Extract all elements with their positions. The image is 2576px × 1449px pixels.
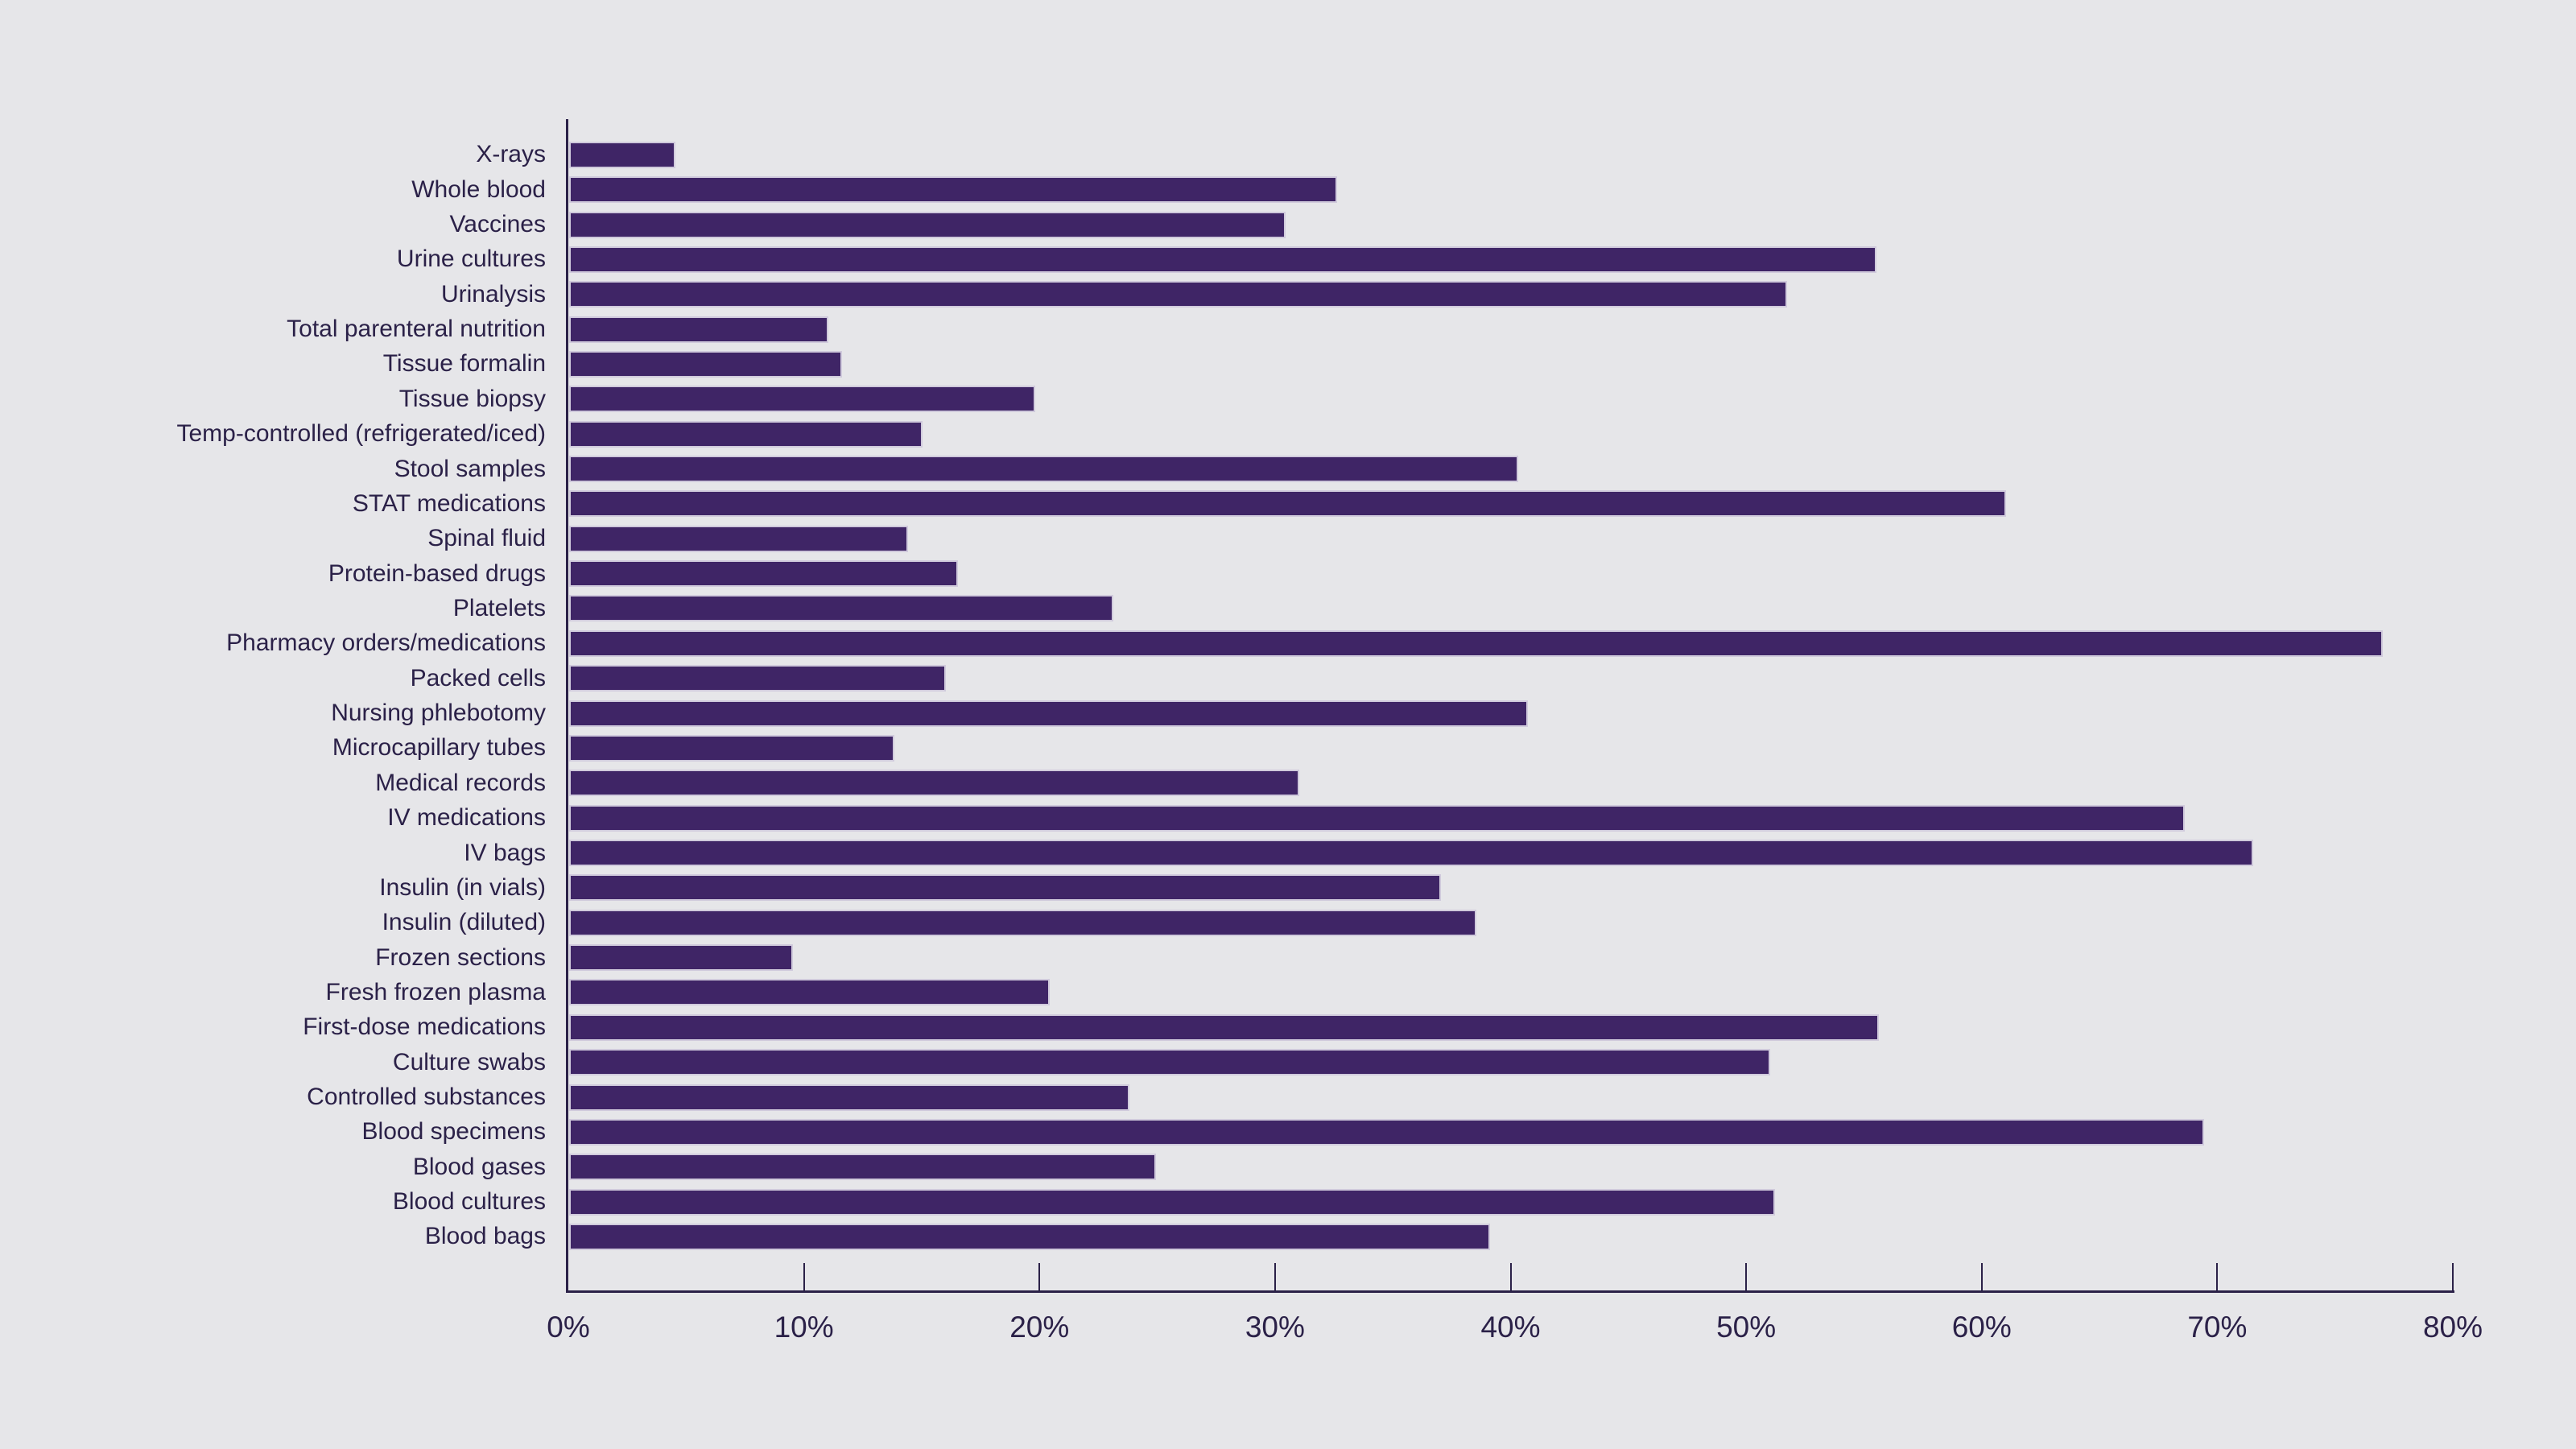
- category-label: Spinal fluid: [427, 525, 546, 552]
- bar-iv-medications: [569, 804, 2186, 832]
- bar-whole-blood: [569, 176, 1337, 204]
- category-label: Nursing phlebotomy: [331, 700, 546, 727]
- bar-first-dose-medications: [569, 1013, 1879, 1041]
- bar-microcapillary-tubes: [569, 734, 894, 762]
- category-label: Temp-controlled (refrigerated/iced): [176, 420, 546, 448]
- x-tick-mark: [1038, 1263, 1041, 1290]
- bar-stat-medications: [569, 490, 2006, 518]
- x-axis-line: [566, 1290, 2454, 1293]
- category-label: Tissue formalin: [382, 350, 546, 378]
- bar-fresh-frozen-plasma: [569, 979, 1050, 1006]
- category-label: Tissue biopsy: [398, 385, 546, 412]
- x-tick-mark: [2216, 1263, 2219, 1290]
- category-label: IV medications: [387, 804, 546, 832]
- bar-urine-cultures: [569, 246, 1877, 273]
- x-tick-mark: [1509, 1263, 1512, 1290]
- bar-pharmacy-orders-medications: [569, 630, 2384, 657]
- x-tick-label: 70%: [2187, 1311, 2248, 1344]
- bar-insulin-in-vials: [569, 874, 1441, 902]
- category-label: Blood bags: [424, 1223, 546, 1250]
- category-label: Vaccines: [449, 211, 546, 238]
- category-label: Blood cultures: [392, 1188, 546, 1216]
- x-tick-label: 40%: [1480, 1311, 1541, 1344]
- y-axis-line: [566, 119, 568, 1293]
- bar-iv-bags: [569, 840, 2254, 866]
- category-label: Urine cultures: [396, 246, 546, 273]
- bar-tissue-biopsy: [569, 386, 1036, 413]
- category-label: Blood gases: [412, 1153, 546, 1180]
- bar-controlled-substances: [569, 1084, 1130, 1111]
- bar-blood-cultures: [569, 1188, 1776, 1216]
- category-label: First-dose medications: [303, 1013, 546, 1041]
- bar-spinal-fluid: [569, 525, 909, 552]
- category-label: Urinalysis: [440, 280, 546, 308]
- bar-vaccines: [569, 211, 1286, 238]
- bar-blood-bags: [569, 1223, 1491, 1250]
- x-tick-mark: [1980, 1263, 1983, 1290]
- bar-medical-records: [569, 770, 1300, 797]
- category-label: Fresh frozen plasma: [325, 978, 546, 1005]
- x-tick-mark: [1745, 1263, 1748, 1290]
- category-label: Pharmacy orders/medications: [226, 630, 546, 657]
- category-label: Microcapillary tubes: [332, 734, 546, 762]
- bar-blood-specimens: [569, 1118, 2204, 1146]
- category-label: Total parenteral nutrition: [287, 316, 546, 343]
- x-tick-label: 60%: [1951, 1311, 2012, 1344]
- bar-temp-controlled-refrigerated-iced: [569, 420, 923, 448]
- bar-insulin-diluted: [569, 909, 1476, 936]
- x-tick-mark: [2452, 1263, 2454, 1290]
- x-tick-label: 20%: [1009, 1311, 1070, 1344]
- bar-blood-gases: [569, 1154, 1156, 1181]
- bar-platelets: [569, 595, 1113, 622]
- category-label: Insulin (diluted): [382, 909, 546, 936]
- category-label: Medical records: [375, 769, 546, 796]
- x-tick-label: 80%: [2422, 1311, 2483, 1344]
- x-tick-mark: [1274, 1263, 1276, 1290]
- category-label: Culture swabs: [392, 1048, 546, 1075]
- category-label: Protein-based drugs: [328, 559, 546, 587]
- category-label: Whole blood: [411, 175, 546, 203]
- bar-x-rays: [569, 141, 675, 168]
- bar-culture-swabs: [569, 1049, 1771, 1076]
- category-label: IV bags: [464, 839, 546, 866]
- bar-tissue-formalin: [569, 350, 843, 378]
- bar-stool-samples: [569, 456, 1519, 483]
- category-label: Packed cells: [410, 664, 546, 691]
- category-label: Stool samples: [394, 455, 546, 482]
- bar-frozen-sections: [569, 944, 793, 972]
- category-label: Insulin (in vials): [379, 873, 546, 901]
- category-label: Blood specimens: [361, 1118, 546, 1146]
- x-tick-mark: [803, 1263, 805, 1290]
- category-label: STAT medications: [352, 489, 546, 517]
- category-label: X-rays: [476, 141, 546, 168]
- category-label: Platelets: [452, 594, 546, 621]
- x-tick-label: 30%: [1245, 1311, 1305, 1344]
- x-tick-label: 0%: [547, 1311, 590, 1344]
- category-label: Controlled substances: [307, 1084, 546, 1111]
- category-label: Frozen sections: [375, 943, 546, 971]
- bar-urinalysis: [569, 281, 1787, 308]
- bar-total-parenteral-nutrition: [569, 316, 828, 343]
- bar-protein-based-drugs: [569, 560, 958, 588]
- x-tick-label: 50%: [1716, 1311, 1777, 1344]
- x-tick-label: 10%: [774, 1311, 834, 1344]
- bar-packed-cells: [569, 665, 947, 692]
- bar-nursing-phlebotomy: [569, 700, 1528, 727]
